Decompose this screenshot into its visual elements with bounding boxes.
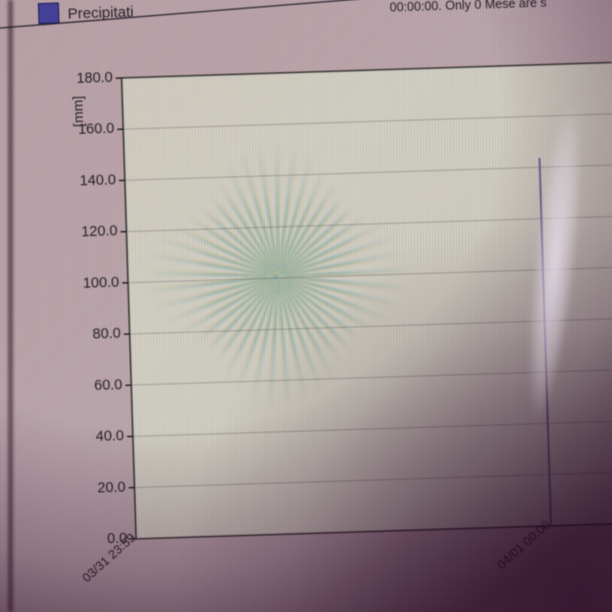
svg-text:120.0: 120.0 bbox=[81, 223, 118, 240]
svg-text:60.0: 60.0 bbox=[94, 377, 123, 394]
svg-text:[mm]: [mm] bbox=[69, 96, 86, 128]
svg-text:80.0: 80.0 bbox=[92, 326, 121, 343]
svg-text:180.0: 180.0 bbox=[76, 70, 113, 87]
svg-text:20.0: 20.0 bbox=[97, 479, 126, 496]
svg-text:100.0: 100.0 bbox=[83, 275, 120, 292]
svg-text:140.0: 140.0 bbox=[79, 172, 116, 189]
svg-text:40.0: 40.0 bbox=[96, 428, 125, 445]
svg-text:Precipitati: Precipitati bbox=[67, 4, 133, 23]
